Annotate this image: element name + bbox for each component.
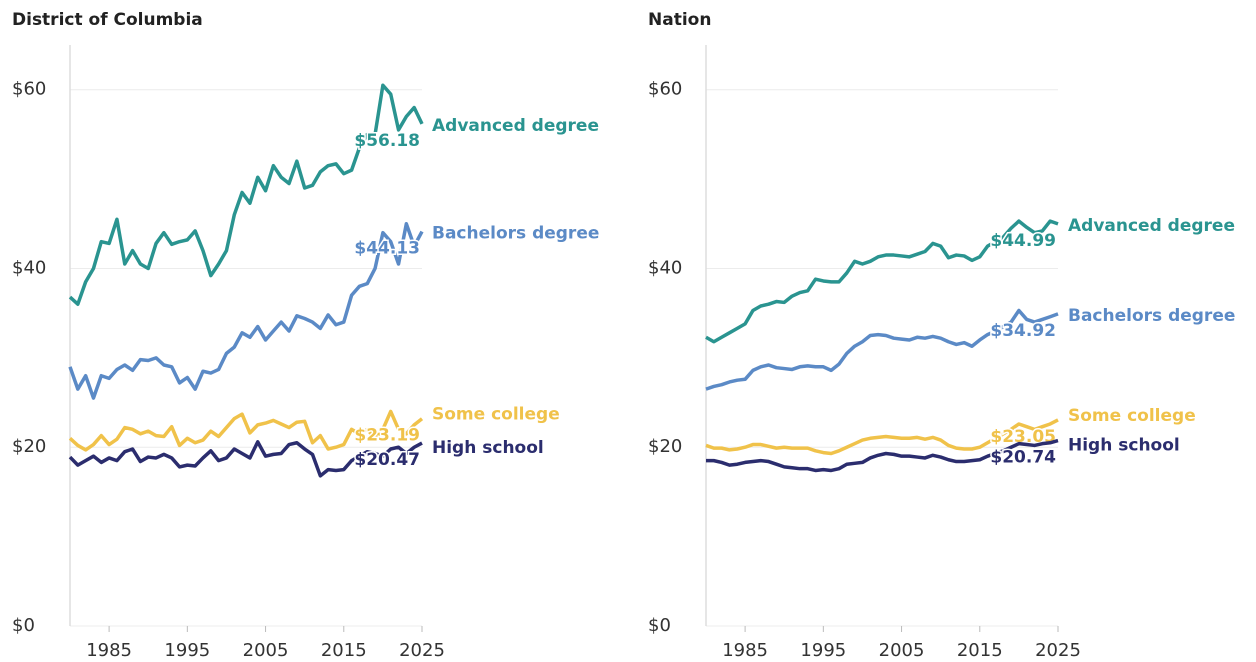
x-tick-label: 2015 [321, 640, 367, 661]
x-tick-label: 1985 [86, 640, 132, 661]
series-line [68, 440, 423, 478]
y-tick-label: $0 [648, 615, 671, 636]
end-value-label: $56.18 [354, 131, 420, 151]
y-tick-label: $60 [12, 79, 46, 100]
x-tick-label: 2025 [399, 640, 445, 661]
y-tick-label: $20 [648, 436, 682, 457]
series-name: High school [1068, 436, 1180, 456]
y-tick-label: $40 [12, 257, 46, 278]
y-tick-label: $40 [648, 257, 682, 278]
end-value-label: $20.74 [990, 448, 1056, 468]
y-tick-label: $0 [12, 615, 35, 636]
series-line [705, 219, 1059, 344]
series-line [68, 409, 424, 452]
series-name: Advanced degree [1068, 216, 1235, 236]
series-name: Some college [1068, 406, 1196, 426]
y-tick-label: $60 [648, 79, 682, 100]
x-tick-label: 1995 [800, 640, 846, 661]
chart-title: Nation [648, 10, 711, 30]
series-name: High school [432, 438, 544, 458]
series-line [705, 418, 1059, 456]
x-tick-label: 2005 [243, 640, 289, 661]
end-value-label: $20.47 [354, 450, 420, 470]
series-name: Bachelors degree [1068, 306, 1235, 326]
end-value-label: $44.99 [990, 231, 1056, 251]
chart-title: District of Columbia [12, 10, 203, 30]
end-value-label: $34.92 [990, 321, 1056, 341]
series-name: Bachelors degree [432, 224, 599, 244]
x-tick-label: 2015 [957, 640, 1003, 661]
x-tick-label: 1995 [164, 640, 210, 661]
series-line [68, 83, 424, 306]
series-line [68, 222, 424, 400]
end-value-label: $23.19 [354, 426, 420, 446]
x-tick-label: 2025 [1035, 640, 1081, 661]
series-line [705, 308, 1059, 391]
series-line [706, 438, 1059, 473]
x-tick-label: 1985 [722, 640, 768, 661]
series-name: Some college [432, 405, 560, 425]
x-tick-label: 2005 [879, 640, 925, 661]
y-tick-label: $20 [12, 436, 46, 457]
end-value-label: $44.13 [354, 239, 420, 259]
series-name: Advanced degree [432, 116, 599, 136]
